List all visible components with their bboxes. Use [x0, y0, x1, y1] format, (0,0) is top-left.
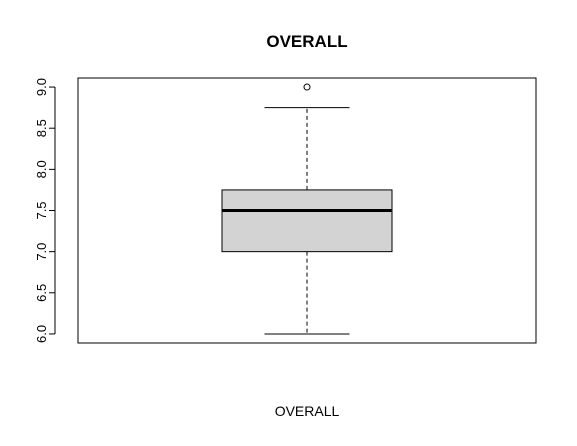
iqr-box	[221, 189, 393, 253]
y-tick-label-0: 6.0	[34, 325, 49, 343]
y-axis: 6.0 6.5 7.0 7.5 8.0 8.5 9.0	[34, 78, 56, 343]
box-group	[221, 83, 393, 335]
y-tick-label-2: 7.0	[34, 243, 49, 261]
y-tick-label-1: 6.5	[34, 284, 49, 302]
chart-title: OVERALL	[266, 32, 347, 51]
x-axis-label: OVERALL	[275, 403, 340, 419]
plot-frame	[77, 77, 537, 344]
y-tick-label-5: 8.5	[34, 119, 49, 137]
y-tick-label-6: 9.0	[34, 78, 49, 96]
y-tick-label-4: 8.0	[34, 160, 49, 178]
outlier-point-0	[303, 83, 311, 91]
y-tick-label-3: 7.5	[34, 201, 49, 219]
